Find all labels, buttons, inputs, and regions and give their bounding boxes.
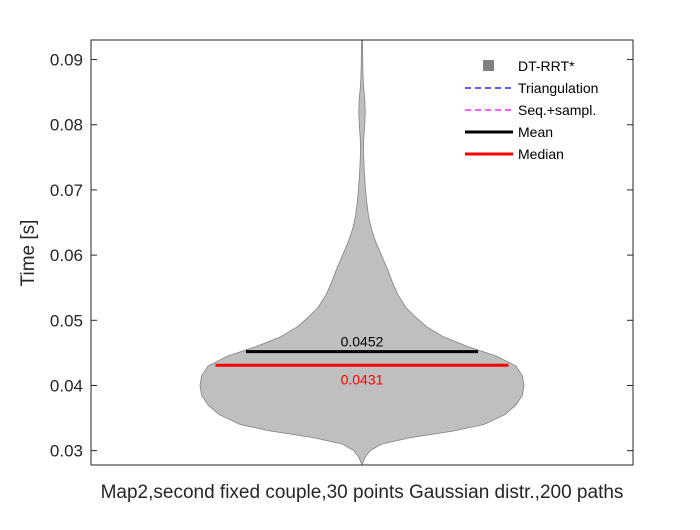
mean-value-label: 0.0452 (341, 334, 384, 350)
legend-label: Mean (518, 124, 553, 140)
y-tick-label: 0.08 (50, 116, 83, 135)
y-tick-label: 0.07 (50, 181, 83, 200)
y-tick-label: 0.05 (50, 311, 83, 330)
y-tick-label: 0.03 (50, 442, 83, 461)
legend-label: DT-RRT* (518, 58, 575, 74)
y-axis: 0.03 0.04 0.05 0.06 0.07 0.08 0.09 (50, 51, 633, 461)
legend-label: Triangulation (518, 80, 598, 96)
stat-lines-layer: 0.0452 0.0431 (215, 334, 509, 387)
plot-frame (90, 39, 634, 466)
x-axis-label: Map2,second fixed couple,30 points Gauss… (101, 482, 624, 503)
legend-label: Seq.+sampl. (518, 102, 596, 118)
legend: DT-RRT* Triangulation Seq.+sampl. Mean Media… (465, 58, 598, 162)
y-tick-label: 0.04 (50, 376, 83, 395)
y-tick-label: 0.09 (50, 51, 83, 70)
y-tick-label: 0.06 (50, 246, 83, 265)
y-axis-label: Time [s] (18, 220, 39, 287)
legend-label: Median (518, 146, 564, 162)
legend-swatch-violin (483, 60, 494, 71)
median-value-label: 0.0431 (341, 371, 384, 387)
